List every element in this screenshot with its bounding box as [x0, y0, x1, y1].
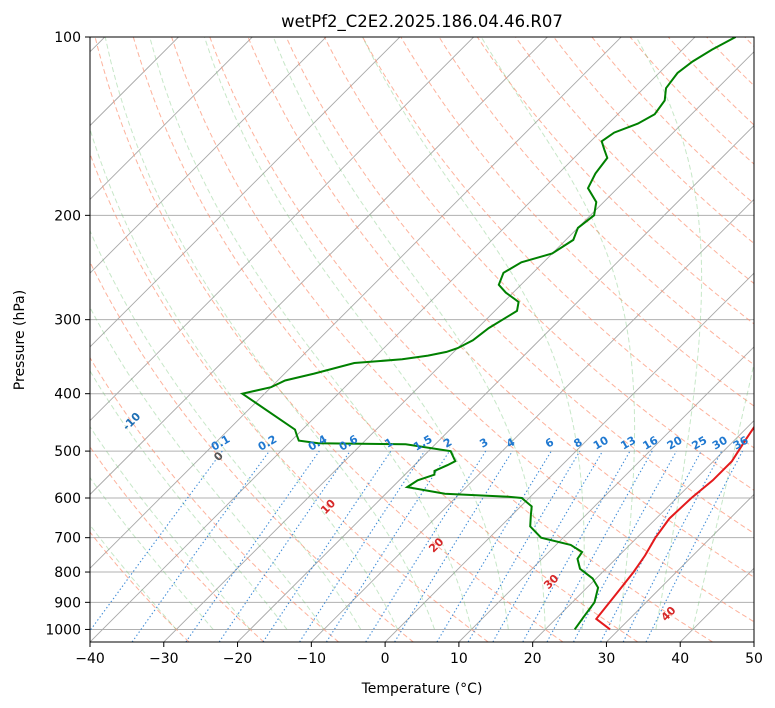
moist-adiabat-line — [480, 37, 636, 630]
isotherm-lines — [90, 37, 754, 642]
moist-adiabat-line — [203, 37, 509, 630]
dry-adiabat-line — [514, 37, 754, 285]
dry-adiabat-line — [90, 531, 190, 642]
isotherm-line — [163, 51, 754, 642]
moist-adiabat-line — [149, 37, 472, 630]
temperature-line — [594, 425, 754, 631]
y-tick-label: 900 — [54, 595, 81, 611]
y-tick-label: 600 — [54, 491, 81, 507]
dewpoint-line — [239, 37, 737, 630]
moist-adiabat-line — [90, 306, 325, 630]
moist-adiabat-line — [692, 361, 754, 630]
y-tick-label: 100 — [54, 30, 81, 46]
moist-adiabat-line — [362, 37, 585, 630]
x-tick-label: 0 — [381, 651, 390, 667]
y-tick-label: 500 — [54, 444, 81, 460]
x-tick-label: 50 — [745, 651, 763, 667]
y-tick-label: 800 — [54, 565, 81, 581]
mixing-ratio-line — [394, 450, 513, 642]
isotherm-line — [458, 346, 754, 642]
isotherm-line — [606, 493, 754, 642]
mixing-ratio-line — [600, 450, 702, 642]
moist-adiabat-line — [90, 229, 362, 630]
y-tick-label: 400 — [54, 387, 81, 403]
dry-adiabat-line — [209, 37, 754, 623]
dry-adiabat-line — [132, 37, 639, 642]
mixing-ratio-line — [573, 450, 677, 642]
dry-adiabat-line — [285, 37, 754, 534]
moist-adiabat-line — [90, 127, 399, 630]
mixing-ratio-lines — [90, 450, 743, 642]
isotherm-line — [90, 37, 253, 200]
chart-title: wetPf2_C2E2.2025.186.04.46.R07 — [281, 12, 563, 32]
x-tick-label: −20 — [223, 651, 253, 667]
isotherm-line — [90, 37, 327, 274]
mixing-ratio-line — [622, 450, 723, 642]
x-tick-label: 20 — [524, 651, 542, 667]
mixing-ratio-line — [436, 450, 552, 642]
dry-adiabat-line — [90, 260, 414, 642]
isotherm-line — [384, 272, 754, 642]
x-tick-label: −40 — [75, 651, 105, 667]
x-axis-ticks: −40 −30 −20 −10 0 10 20 30 40 50 — [75, 642, 763, 667]
x-tick-label: 10 — [450, 651, 468, 667]
mixing-ratio-line — [522, 450, 631, 642]
dry-adiabat-line — [438, 37, 754, 366]
profile-series — [239, 37, 754, 631]
y-tick-label: 1000 — [45, 622, 81, 638]
dry-adiabat-line — [247, 37, 754, 578]
moist-adiabat-lines — [90, 37, 754, 630]
isotherm-line — [90, 37, 622, 569]
mixing-ratio-line — [546, 450, 653, 642]
moist-adiabat-line — [635, 37, 703, 630]
isotherm-line — [90, 37, 696, 642]
x-tick-label: −10 — [297, 651, 327, 667]
x-tick-label: −30 — [149, 651, 179, 667]
isotherm-line — [237, 124, 754, 642]
mixing-ratio-line — [467, 450, 581, 642]
pressure-gridlines — [90, 37, 754, 630]
isotherm-line — [90, 37, 549, 496]
y-tick-label: 300 — [54, 313, 81, 329]
y-axis-ticks: 100 200 300 400 500 600 700 800 900 1000 — [45, 30, 90, 638]
mixing-ratio-line — [492, 450, 604, 642]
mixing-ratio-line — [365, 450, 487, 642]
isotherm-line — [90, 37, 475, 422]
y-tick-label: 700 — [54, 531, 81, 547]
mixing-ratio-line — [299, 450, 426, 642]
moist-adiabat-line — [104, 37, 436, 630]
dry-adiabat-line — [323, 37, 754, 491]
mixing-ratio-line — [325, 450, 450, 642]
x-axis-label: Temperature (°C) — [361, 681, 483, 697]
dry-adiabat-line — [400, 37, 754, 407]
isotherm-line — [90, 37, 180, 127]
dry-adiabat-line — [171, 37, 713, 642]
isotherm-line — [532, 420, 754, 642]
isotherm-line — [311, 198, 754, 642]
mixing-ratio-line — [185, 450, 320, 642]
y-tick-label: 200 — [54, 208, 81, 224]
mixing-ratio-line — [131, 450, 270, 642]
mixing-ratio-line — [218, 450, 351, 642]
plot-frame — [89, 36, 755, 643]
dry-adiabat-line — [94, 37, 564, 642]
x-tick-label: 40 — [671, 651, 689, 667]
moist-adiabat-line — [272, 37, 546, 630]
mixing-ratio-line — [90, 450, 223, 632]
x-tick-label: 30 — [598, 651, 616, 667]
isotherm-line — [90, 37, 401, 348]
y-axis-label: Pressure (hPa) — [12, 290, 28, 390]
